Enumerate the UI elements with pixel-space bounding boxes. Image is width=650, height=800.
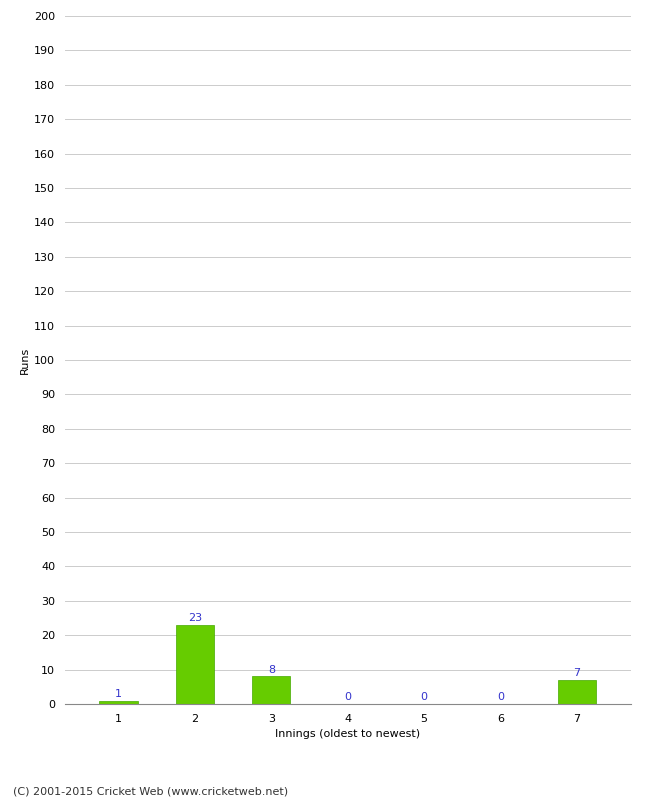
Bar <box>99 701 138 704</box>
Text: (C) 2001-2015 Cricket Web (www.cricketweb.net): (C) 2001-2015 Cricket Web (www.cricketwe… <box>13 786 288 796</box>
Text: 7: 7 <box>573 668 580 678</box>
Text: 0: 0 <box>344 692 351 702</box>
Text: 0: 0 <box>421 692 428 702</box>
Text: 1: 1 <box>115 689 122 699</box>
Bar <box>176 625 214 704</box>
Text: 0: 0 <box>497 692 504 702</box>
Text: 23: 23 <box>188 613 202 623</box>
Text: 8: 8 <box>268 665 275 674</box>
Bar <box>558 680 596 704</box>
Y-axis label: Runs: Runs <box>20 346 30 374</box>
Bar <box>252 677 291 704</box>
X-axis label: Innings (oldest to newest): Innings (oldest to newest) <box>275 730 421 739</box>
